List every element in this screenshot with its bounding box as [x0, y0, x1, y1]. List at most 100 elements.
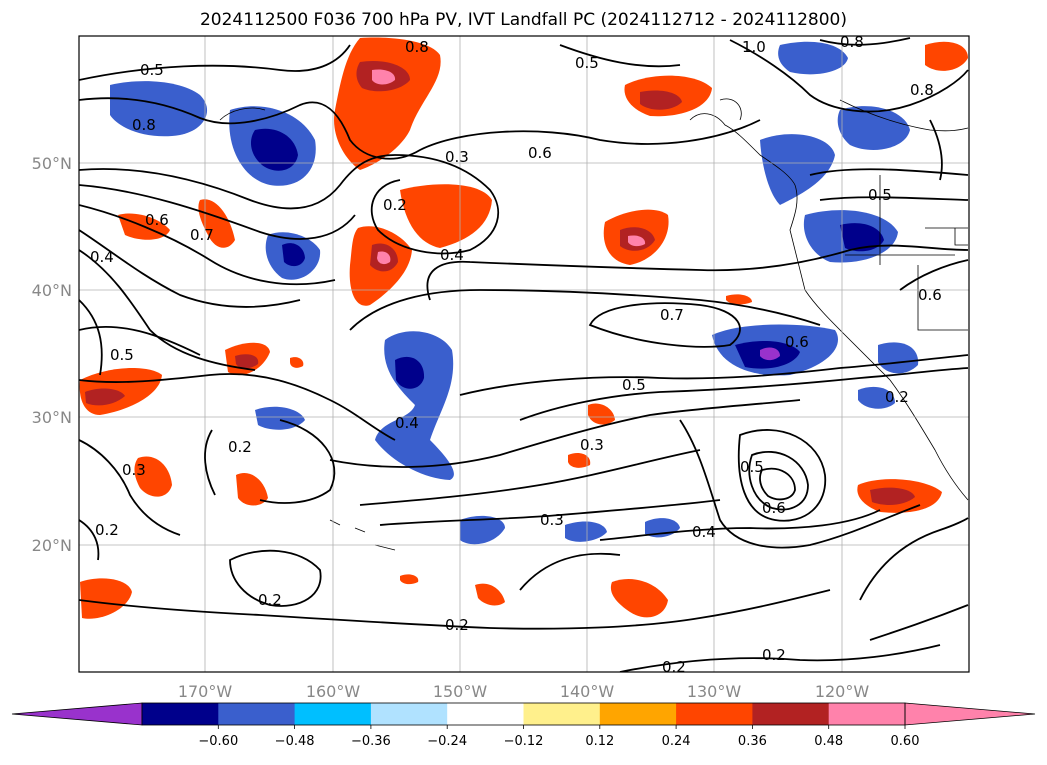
pv-negative-core [840, 223, 884, 252]
contour-label: 0.5 [110, 346, 134, 364]
colorbar-segment [676, 703, 753, 725]
pv-positive-region [726, 294, 752, 305]
colorbar-segment [370, 703, 448, 725]
colorbar-segment [142, 703, 219, 725]
contour-label: 0.6 [762, 499, 786, 517]
pv-positive-region [610, 579, 668, 618]
contour-label: 0.5 [740, 458, 764, 476]
pv-positive-region [400, 574, 419, 585]
contour-label: 0.5 [868, 186, 892, 204]
colorbar-tick-label: 0.60 [891, 734, 920, 749]
colorbar-extend-low [11, 702, 143, 726]
map-plot-area: 0.5 0.8 0.8 1.0 0.8 0.8 0.3 0.6 0.2 0.4 … [78, 33, 970, 676]
contour-label: 0.3 [445, 148, 469, 166]
contour-label: 0.2 [885, 388, 909, 406]
lon-label-150w: 150°W [433, 682, 488, 701]
contour-label: 0.8 [910, 81, 934, 99]
colorbar-segment [294, 703, 372, 725]
lat-label-40n: 40°N [32, 281, 72, 300]
lat-label-50n: 50°N [32, 154, 72, 173]
colorbar-tick-label: 0.24 [662, 734, 691, 749]
colorbar-tick-label: 0.48 [814, 734, 843, 749]
contour-label: 0.2 [228, 438, 252, 456]
pv-positive-peak [628, 235, 646, 247]
contour-label: 0.3 [540, 511, 564, 529]
contour-label: 0.4 [692, 523, 716, 541]
contour-label: 0.7 [660, 306, 684, 324]
pv-negative-core [395, 356, 425, 389]
pv-positive-region [290, 357, 304, 368]
pv-negative-region [565, 521, 607, 542]
contour-label: 0.8 [132, 116, 156, 134]
contour-label: 0.6 [785, 333, 809, 351]
lat-label-30n: 30°N [32, 408, 72, 427]
pv-negative-core [250, 128, 298, 171]
pv-negative-region [858, 386, 895, 409]
map-title: 2024112500 F036 700 hPa PV, IVT Landfall… [199, 10, 847, 30]
pv-positive-peak [377, 251, 391, 265]
pv-shading [79, 37, 968, 619]
pv-positive-region [568, 453, 591, 468]
pv-positive-core [870, 487, 915, 505]
pv-positive-region [236, 472, 268, 506]
gridlines [79, 36, 969, 672]
pv-negative-region [837, 106, 910, 150]
contour-label: 0.3 [580, 436, 604, 454]
colorbar-tick-label: −0.36 [351, 734, 391, 749]
pv-positive-region [475, 583, 505, 606]
lon-label-130w: 130°W [687, 682, 742, 701]
contour-labels: 0.5 0.8 0.8 1.0 0.8 0.8 0.3 0.6 0.2 0.4 … [90, 33, 942, 676]
contour-label: 0.3 [122, 461, 146, 479]
latitude-labels: 50°N 40°N 30°N 20°N [32, 154, 72, 555]
pv-positive-region [400, 184, 492, 248]
colorbar-segment [599, 703, 677, 725]
pv-positive-core [640, 90, 682, 110]
pv-negative-region [878, 342, 919, 374]
pv-positive-region [588, 403, 615, 425]
colorbar-tick-label: 0.12 [585, 734, 614, 749]
colorbar-segment [752, 703, 830, 725]
contour-label: 0.2 [662, 658, 686, 676]
lat-label-20n: 20°N [32, 536, 72, 555]
lon-label-170w: 170°W [178, 682, 233, 701]
colorbar-segment [828, 703, 906, 725]
pv-positive-core [85, 388, 125, 406]
pv-positive-peak [372, 69, 396, 85]
contour-label: 0.8 [405, 38, 429, 56]
colorbar-tick-label: −0.60 [198, 734, 238, 749]
pv-positive-region [134, 456, 172, 497]
contour-label: 0.7 [190, 226, 214, 244]
colorbar-tick-label: −0.24 [427, 734, 467, 749]
contour-label: 0.6 [528, 144, 552, 162]
contour-label: 0.2 [95, 521, 119, 539]
pv-positive-region [925, 41, 968, 71]
contour-label: 0.8 [840, 33, 864, 51]
colorbar-segment [218, 703, 296, 725]
longitude-labels: 170°W 160°W 150°W 140°W 130°W 120°W [178, 682, 870, 701]
pv-positive-region [198, 199, 235, 248]
colorbar-segment [447, 703, 524, 725]
colorbar-segment [523, 703, 601, 725]
pv-negative-region [760, 134, 835, 205]
colorbar: −0.60 −0.48 −0.36 −0.24 −0.12 0.12 0.24 0.36 0.4… [11, 702, 1036, 749]
colorbar-tick-label: 0.36 [738, 734, 767, 749]
pv-positive-region [80, 578, 132, 619]
plot-frame [78, 35, 970, 673]
lon-label-140w: 140°W [560, 682, 615, 701]
contour-label: 0.4 [440, 246, 464, 264]
pv-negative-region [375, 331, 454, 480]
contour-label: 0.5 [575, 54, 599, 72]
pv-positive-core [235, 354, 259, 369]
contour-label: 0.2 [445, 616, 469, 634]
coastlines [219, 98, 969, 551]
lon-label-160w: 160°W [306, 682, 361, 701]
contour-label: 0.2 [383, 196, 407, 214]
pv-negative-core [760, 347, 780, 361]
contour-label: 0.5 [622, 376, 646, 394]
contour-label: 0.5 [140, 61, 164, 79]
colorbar-tick-label: −0.48 [275, 734, 315, 749]
contour-label: 0.4 [395, 414, 419, 432]
contour-label: 0.6 [918, 286, 942, 304]
contour-label: 0.2 [762, 646, 786, 664]
